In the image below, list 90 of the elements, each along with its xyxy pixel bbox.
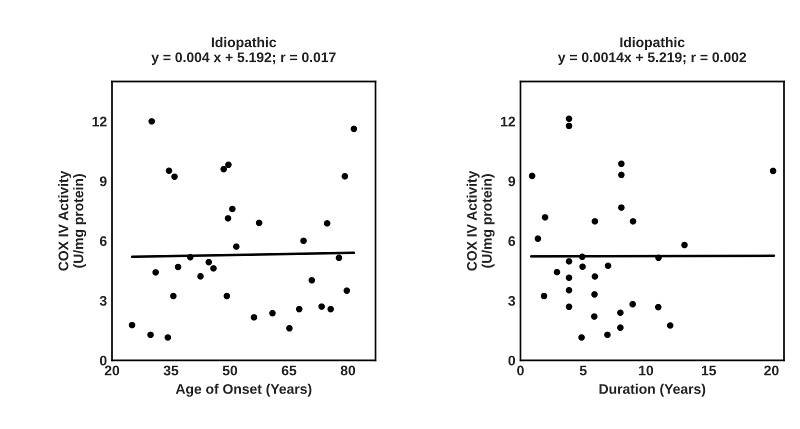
chart-title: Idiopathic xyxy=(212,37,276,50)
point xyxy=(618,160,625,168)
x-tick-label: 15 xyxy=(702,366,716,376)
point xyxy=(666,322,674,329)
point xyxy=(171,173,178,180)
point xyxy=(681,242,688,248)
point xyxy=(591,313,598,320)
x-tick-label: 0 xyxy=(517,366,524,376)
point xyxy=(170,292,177,300)
point xyxy=(540,292,548,300)
point xyxy=(629,300,636,308)
point xyxy=(224,215,232,222)
x-tick-label: 35 xyxy=(164,366,178,376)
point xyxy=(224,292,230,300)
point xyxy=(152,269,159,276)
point xyxy=(318,303,325,310)
point xyxy=(534,235,542,242)
y-tick-label: 3 xyxy=(508,296,516,306)
point xyxy=(256,220,262,226)
point xyxy=(269,310,276,316)
x-tick-label: 5 xyxy=(580,366,587,376)
point xyxy=(308,277,316,284)
point xyxy=(210,265,217,272)
point xyxy=(604,262,612,270)
point xyxy=(542,214,548,221)
point xyxy=(655,304,662,310)
point xyxy=(618,204,625,211)
point xyxy=(174,264,182,270)
point xyxy=(233,243,240,250)
point xyxy=(350,126,358,132)
point xyxy=(566,286,572,294)
y-tick-label: 9 xyxy=(100,176,107,186)
point xyxy=(229,206,236,212)
chart-title: Idiopathic xyxy=(620,37,685,50)
point xyxy=(566,116,572,122)
y-axis-title: COX IV Activity (U/mg protein) xyxy=(58,170,86,271)
point xyxy=(336,254,342,262)
point xyxy=(566,274,572,281)
point xyxy=(166,167,172,174)
point xyxy=(164,334,172,341)
point xyxy=(591,291,598,298)
x-axis-title: Duration (Years) xyxy=(600,384,706,397)
y-tick-label: 6 xyxy=(100,236,107,246)
point xyxy=(566,304,572,310)
point xyxy=(225,162,232,168)
y-tick-label: 3 xyxy=(100,296,107,306)
point xyxy=(566,258,572,265)
point xyxy=(578,334,585,341)
point xyxy=(148,118,155,125)
point xyxy=(220,166,227,172)
point xyxy=(147,332,154,338)
point xyxy=(197,273,204,280)
chart-subtitle: y = 0.004 x + 5.192; r = 0.017 xyxy=(151,52,336,65)
point xyxy=(128,322,136,328)
point xyxy=(617,324,624,331)
point xyxy=(604,332,611,338)
x-axis-title: Age of Onset (Years) xyxy=(176,384,312,397)
point xyxy=(300,238,307,244)
point xyxy=(286,325,293,332)
point xyxy=(296,306,302,312)
x-tick-label: 10 xyxy=(639,366,654,376)
point xyxy=(327,306,334,312)
point xyxy=(554,268,560,276)
x-tick-label: 20 xyxy=(764,366,779,376)
point xyxy=(206,258,212,266)
chart-subtitle: y = 0.0014x + 5.219; r = 0.002 xyxy=(558,52,746,65)
y-tick-label: 0 xyxy=(100,356,107,366)
point xyxy=(630,218,636,225)
y-tick-label: 12 xyxy=(92,116,107,126)
x-tick-label: 20 xyxy=(104,366,120,376)
point xyxy=(250,314,258,321)
point xyxy=(342,173,348,180)
point xyxy=(618,172,625,178)
point xyxy=(324,220,330,227)
y-tick-label: 9 xyxy=(508,176,516,186)
y-tick-label: 12 xyxy=(501,116,516,126)
x-tick-label: 80 xyxy=(340,366,356,376)
y-tick-label: 0 xyxy=(508,356,516,366)
point xyxy=(528,172,536,180)
point xyxy=(344,287,350,294)
point xyxy=(566,122,572,130)
point xyxy=(770,168,776,174)
x-tick-label: 65 xyxy=(282,366,296,376)
point xyxy=(592,218,598,225)
point xyxy=(592,273,598,280)
point xyxy=(617,310,624,316)
y-tick-label: 6 xyxy=(508,236,516,246)
x-tick-label: 50 xyxy=(222,366,238,376)
y-axis-title: COX IV Activity (U/mg protein) xyxy=(466,170,495,271)
point xyxy=(579,263,586,270)
